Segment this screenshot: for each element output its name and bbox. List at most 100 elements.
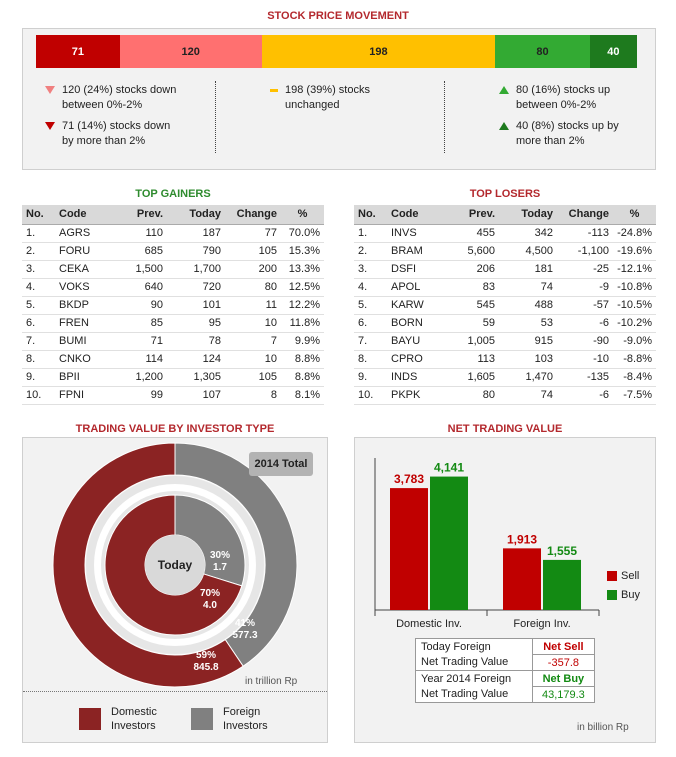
table-cell: 110 [105, 224, 167, 243]
legend-unchanged: 198 (39%) stocks unchanged [270, 83, 370, 113]
today-net-trading-label: Net Trading Value [415, 654, 533, 671]
legend-unchanged-line1: 198 (39%) stocks [285, 84, 370, 96]
legend-foreign-line2: Investors [223, 720, 268, 732]
table-cell: -9.0% [613, 332, 656, 351]
table-cell: AGRS [55, 224, 105, 243]
foreign-swatch [191, 708, 213, 730]
table-cell: 59 [437, 314, 499, 333]
column-header: No. [22, 205, 55, 225]
stock-price-movement-title: STOCK PRICE MOVEMENT [267, 10, 409, 22]
table-cell: -135 [557, 368, 613, 387]
table-cell: 5. [354, 296, 387, 315]
table-cell: 455 [437, 224, 499, 243]
table-cell: 640 [105, 278, 167, 297]
table-row: 4. APOL 83 74 -9 -10.8% [354, 278, 656, 297]
movement-segment: 120 [119, 35, 262, 68]
down-arrow-icon [45, 86, 55, 94]
total-domestic-label: 59% [196, 650, 216, 661]
table-cell: 13.3% [281, 260, 324, 279]
table-cell: 1,470 [499, 368, 557, 387]
bar-buy [543, 559, 581, 610]
table-cell: 10 [225, 350, 281, 369]
top-gainers-table: No. Code Prev. Today Change% 1. AGRS 110 187 77 7… [22, 205, 324, 405]
table-cell: 4. [22, 278, 55, 297]
bar-sell [503, 548, 541, 610]
table-cell: 5. [22, 296, 55, 315]
column-header: No. [354, 205, 387, 225]
table-cell: 915 [499, 332, 557, 351]
table-cell: 7. [22, 332, 55, 351]
table-cell: -10.2% [613, 314, 656, 333]
legend-buy-label: Buy [621, 589, 640, 601]
table-row: 4. VOKS 640 720 80 12.5% [22, 278, 324, 297]
column-header: Change [557, 205, 613, 225]
today-domestic-label: 4.0 [203, 600, 217, 611]
table-row: 7. BUMI 71 78 7 9.9% [22, 332, 324, 351]
table-cell: 85 [105, 314, 167, 333]
table-cell: 9.9% [281, 332, 324, 351]
table-cell: APOL [387, 278, 437, 297]
table-row: 1. AGRS 110 187 77 70.0% [22, 224, 324, 243]
table-cell: 4. [354, 278, 387, 297]
table-cell: BKDP [55, 296, 105, 315]
table-cell: -90 [557, 332, 613, 351]
table-cell: 8.8% [281, 350, 324, 369]
table-cell: 8.1% [281, 386, 324, 405]
table-row: 10. FPNI 99 107 8 8.1% [22, 386, 324, 405]
category-label: Foreign Inv. [513, 618, 570, 630]
table-cell: 488 [499, 296, 557, 315]
table-cell: 1,500 [105, 260, 167, 279]
legend-domestic: Domestic Investors [79, 705, 157, 733]
legend-up-big: 40 (8%) stocks up by more than 2% [499, 119, 619, 149]
total-2014-badge: 2014 Total [249, 452, 313, 476]
table-cell: 790 [167, 242, 225, 261]
table-cell: BAYU [387, 332, 437, 351]
legend-up-big-line2: more than 2% [516, 135, 585, 147]
table-row: 1. INVS 455 342 -113 -24.8% [354, 224, 656, 243]
trading-value-unit: in trillion Rp [245, 676, 298, 687]
table-cell: -8.8% [613, 350, 656, 369]
table-cell: 70.0% [281, 224, 324, 243]
table-cell: 105 [225, 242, 281, 261]
table-cell: 107 [167, 386, 225, 405]
table-cell: 200 [225, 260, 281, 279]
legend-sell: Sell [607, 570, 639, 582]
table-cell: 2. [354, 242, 387, 261]
table-row: 8. CNKO 114 124 10 8.8% [22, 350, 324, 369]
table-cell: 3. [354, 260, 387, 279]
table-cell: 9. [22, 368, 55, 387]
movement-segment: 40 [589, 35, 637, 68]
table-cell: 80 [437, 386, 499, 405]
table-cell: 1,605 [437, 368, 499, 387]
bar-value-label: 3,783 [394, 472, 424, 486]
column-header: Code [55, 205, 105, 225]
table-cell: 7. [354, 332, 387, 351]
table-cell: -57 [557, 296, 613, 315]
table-cell: 124 [167, 350, 225, 369]
year-net-trading-label: Net Trading Value [415, 686, 533, 703]
table-cell: KARW [387, 296, 437, 315]
table-cell: BPII [55, 368, 105, 387]
table-cell: 77 [225, 224, 281, 243]
column-header: Prev. [105, 205, 167, 225]
table-cell: -7.5% [613, 386, 656, 405]
table-cell: 99 [105, 386, 167, 405]
column-header: Today [167, 205, 225, 225]
legend-down-small-line1: 120 (24%) stocks down [62, 84, 177, 96]
table-cell: DSFI [387, 260, 437, 279]
table-cell: 685 [105, 242, 167, 261]
legend-foreign: Foreign Investors [191, 705, 268, 733]
legend-down-big-line2: by more than 2% [62, 135, 146, 147]
table-cell: 8. [354, 350, 387, 369]
table-cell: 4,500 [499, 242, 557, 261]
table-row: 8. CPRO 113 103 -10 -8.8% [354, 350, 656, 369]
up-arrow-icon [499, 122, 509, 130]
legend-up-small-line1: 80 (16%) stocks up [516, 84, 611, 96]
bar-sell [390, 488, 428, 610]
column-header: Change [225, 205, 281, 225]
legend-up-small: 80 (16%) stocks up between 0%-2% [499, 83, 610, 113]
total-foreign-label: 577.3 [232, 630, 257, 641]
table-cell: 720 [167, 278, 225, 297]
today-domestic-label: 70% [200, 588, 220, 599]
table-cell: -9 [557, 278, 613, 297]
